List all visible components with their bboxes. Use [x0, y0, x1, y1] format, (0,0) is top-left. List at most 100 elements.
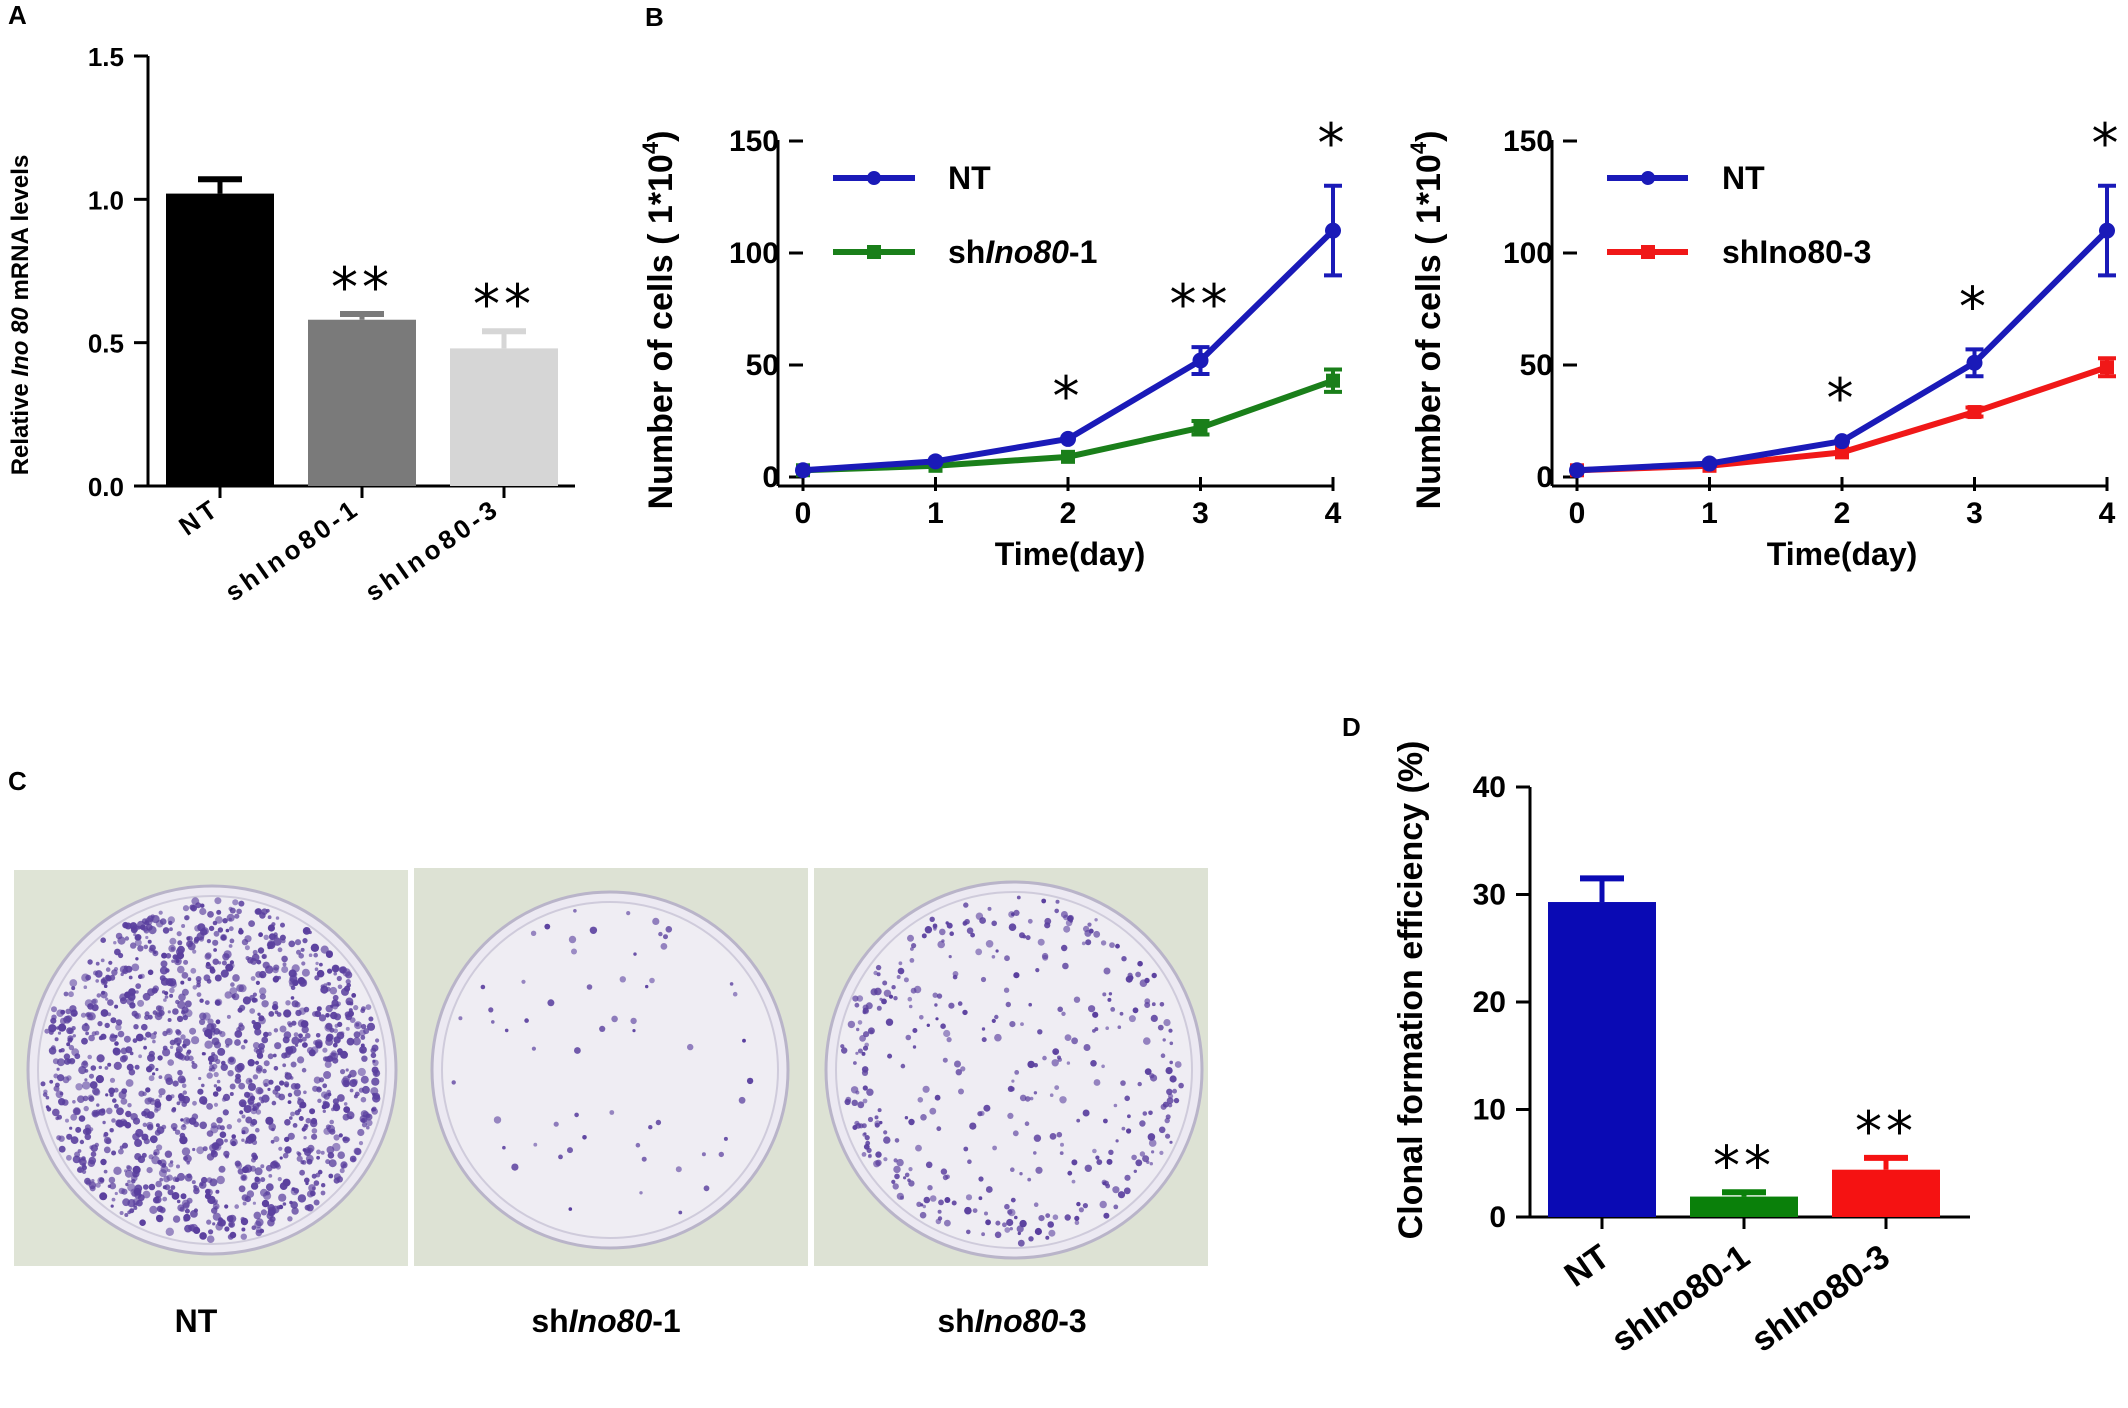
colony [231, 1134, 236, 1139]
colony [1103, 1212, 1110, 1219]
colony [1074, 1220, 1080, 1225]
colony [940, 1168, 948, 1175]
colony [493, 1116, 502, 1124]
colony [210, 1023, 217, 1029]
colony [1169, 1140, 1173, 1144]
colony [84, 1133, 92, 1141]
colony [1100, 940, 1107, 946]
colony [134, 1064, 140, 1070]
colony [1024, 1121, 1030, 1126]
colony [212, 1091, 219, 1097]
panel-c: C NT shIno80-1 shIno80-3 [8, 766, 1208, 1339]
colony [856, 995, 864, 1002]
colony [1085, 939, 1092, 946]
colony [248, 1083, 256, 1091]
colony [191, 1180, 196, 1185]
colony [1076, 1201, 1081, 1207]
colony [1009, 1227, 1013, 1231]
colony [206, 1219, 212, 1225]
colony [278, 1193, 287, 1202]
ytick-label: 0.5 [88, 329, 124, 359]
colony [994, 1231, 1002, 1239]
colony [181, 972, 189, 979]
colony [287, 1132, 295, 1140]
legend-nt-marker [1641, 171, 1655, 185]
colony [181, 1010, 186, 1015]
colony [234, 1030, 243, 1038]
colony [167, 1189, 174, 1196]
colony [241, 1227, 246, 1232]
colony [893, 996, 898, 1001]
colony [1127, 1114, 1131, 1119]
colony [146, 1167, 153, 1174]
colony [346, 1037, 355, 1046]
colony [1008, 911, 1015, 918]
colony [209, 1178, 218, 1187]
colony [970, 932, 975, 938]
colony [856, 1027, 860, 1032]
colony [932, 992, 938, 998]
colony [206, 1153, 215, 1161]
xtick-label: 4 [2099, 497, 2116, 530]
colony [301, 1036, 307, 1042]
colony [844, 1098, 851, 1106]
colony [68, 991, 74, 998]
colony [262, 1068, 267, 1074]
colony [100, 1193, 107, 1200]
colony [83, 985, 88, 989]
colony [1035, 1166, 1043, 1174]
colony [360, 1035, 366, 1040]
colony [723, 1136, 728, 1141]
colony [112, 1098, 117, 1103]
colony [210, 1054, 219, 1062]
colony [327, 982, 332, 986]
colony [81, 1023, 90, 1032]
colony [205, 961, 211, 967]
colony [206, 1103, 214, 1110]
colony [358, 1087, 364, 1093]
colony [65, 1015, 73, 1023]
colony [252, 992, 257, 997]
colony [1092, 1029, 1096, 1033]
colony [531, 1046, 537, 1051]
colony [160, 977, 170, 986]
colony [1008, 923, 1017, 931]
colony [1168, 1028, 1173, 1033]
colony [948, 1002, 955, 1009]
colony [1045, 1213, 1051, 1218]
colony [297, 1097, 301, 1101]
colony [159, 966, 169, 975]
colony [916, 1201, 922, 1208]
colony [153, 1149, 160, 1156]
colony [305, 1117, 312, 1124]
colony [343, 1106, 351, 1113]
significance-marker: * [1053, 365, 1084, 428]
colony [1054, 908, 1059, 914]
colony [904, 1172, 910, 1178]
colony [197, 1088, 204, 1095]
colony [357, 1067, 366, 1077]
colony [1117, 1191, 1126, 1199]
colony [168, 920, 173, 926]
colony [887, 1053, 893, 1059]
colony [1094, 918, 1098, 922]
colony [298, 1033, 303, 1039]
colony [978, 1176, 984, 1182]
colony [978, 1196, 983, 1201]
colony [247, 1134, 254, 1141]
colony [1013, 909, 1020, 917]
colony [201, 1083, 205, 1088]
colony [196, 1146, 205, 1155]
data-point [1569, 462, 1585, 479]
colony [332, 1042, 338, 1048]
colony [963, 1146, 969, 1152]
colony [58, 1023, 67, 1032]
colony [1045, 1235, 1050, 1240]
colony [333, 1013, 342, 1021]
colony [632, 1029, 636, 1033]
legend-nt-label: NT [948, 160, 991, 196]
colony [57, 1074, 65, 1082]
colony [273, 932, 278, 937]
colony [277, 947, 283, 953]
colony [176, 931, 182, 937]
